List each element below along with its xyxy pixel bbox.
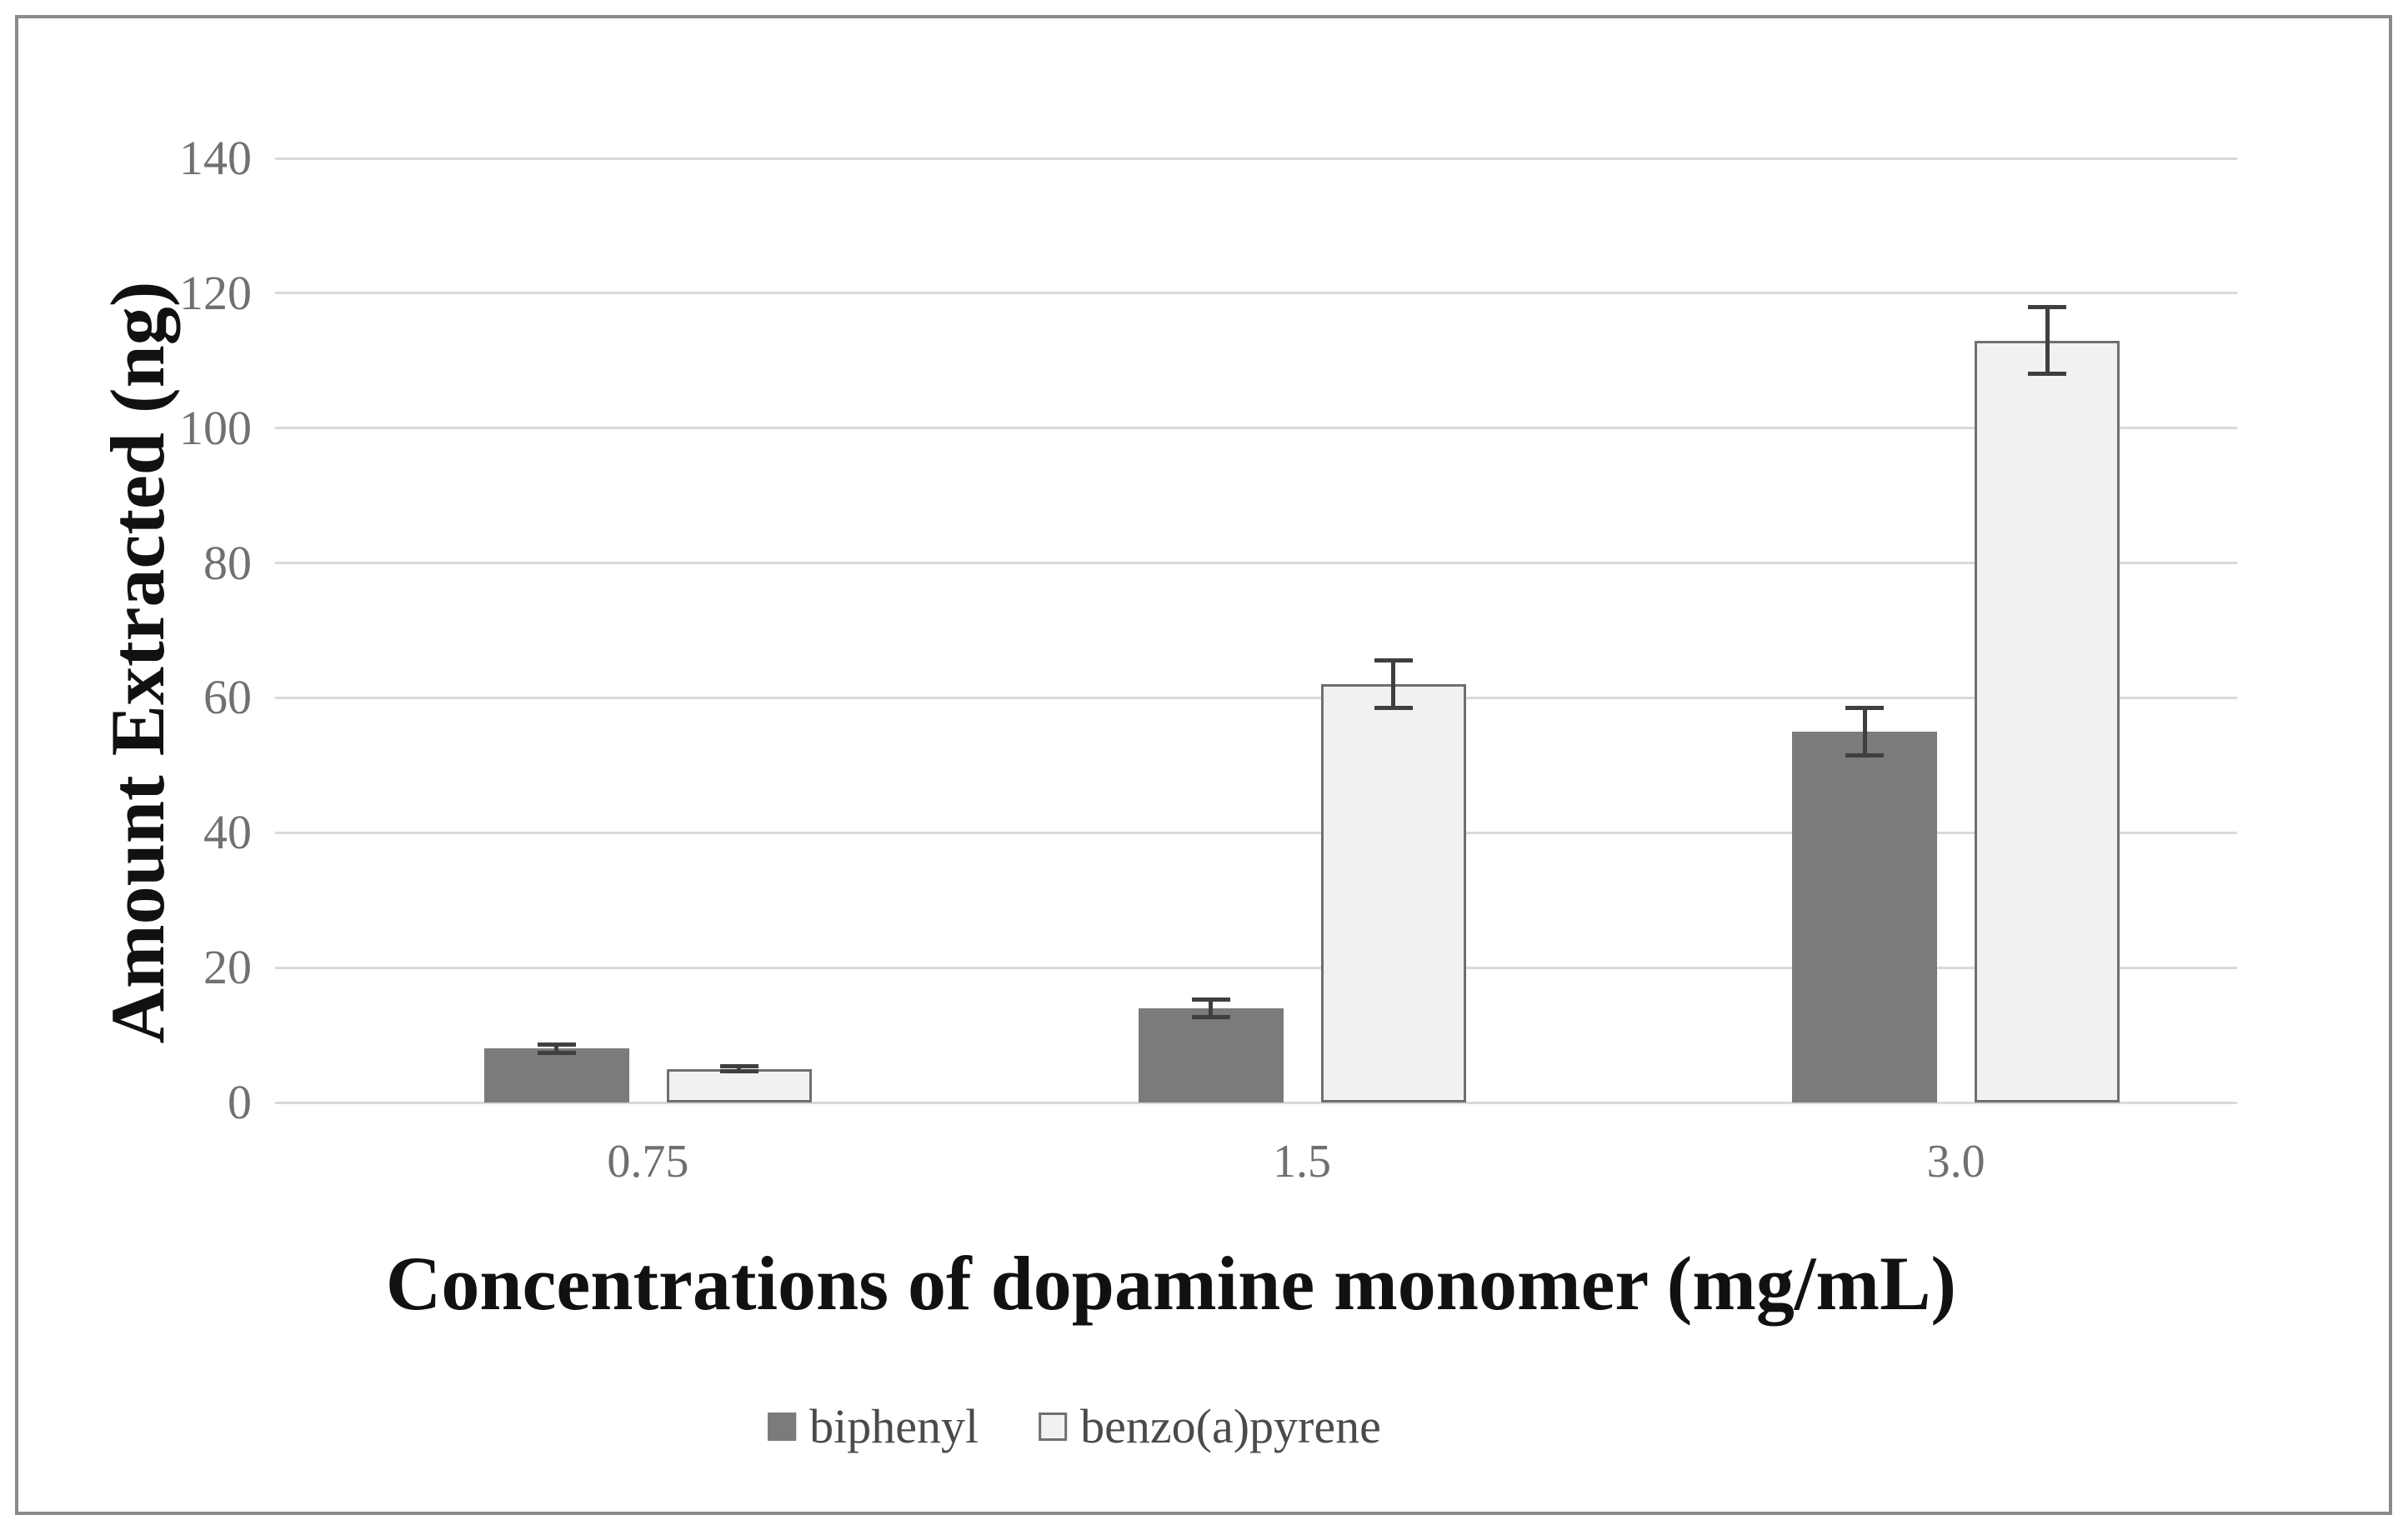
error-cap-top-biphenyl-3.0 — [1845, 706, 1885, 711]
x-axis-line — [275, 1101, 2237, 1104]
error-bar-benzo(a)pyrene-3.0 — [2045, 307, 2050, 374]
y-tick-label-120: 120 — [179, 265, 252, 320]
gridline-40 — [275, 831, 2237, 834]
error-cap-top-benzo(a)pyrene-3.0 — [2028, 304, 2067, 309]
legend-item-biphenyl: biphenyl — [768, 1401, 979, 1452]
error-cap-top-benzo(a)pyrene-0.75 — [719, 1063, 758, 1068]
error-cap-bottom-biphenyl-1.5 — [1191, 1014, 1230, 1019]
error-cap-bottom-benzo(a)pyrene-3.0 — [2028, 372, 2067, 377]
legend: biphenyl benzo(a)pyrene — [768, 1401, 1381, 1452]
y-tick-label-60: 60 — [203, 670, 252, 725]
plot-area — [275, 157, 2237, 1104]
y-tick-label-140: 140 — [179, 131, 252, 185]
y-tick-label-40: 40 — [203, 805, 252, 860]
x-tick-label-0.75: 0.75 — [607, 1136, 689, 1188]
y-tick-label-20: 20 — [203, 940, 252, 995]
legend-item-benzoapyrene: benzo(a)pyrene — [1039, 1401, 1381, 1452]
error-bar-benzo(a)pyrene-0.75 — [737, 1066, 742, 1072]
x-tick-label-3.0: 3.0 — [1926, 1136, 1985, 1188]
gridline-100 — [275, 427, 2237, 430]
error-cap-top-biphenyl-0.75 — [537, 1042, 576, 1047]
x-axis-title: Concentrations of dopamine monomer (mg/m… — [385, 1241, 1957, 1326]
y-tick-label-0: 0 — [228, 1075, 252, 1129]
legend-label-benzoapyrene: benzo(a)pyrene — [1080, 1399, 1381, 1453]
y-axis-tick-labels: 0 20 40 60 80 100 120 140 — [0, 131, 252, 1129]
legend-swatch-biphenyl — [768, 1412, 797, 1441]
error-cap-bottom-biphenyl-3.0 — [1845, 752, 1885, 758]
x-tick-label-1.5: 1.5 — [1273, 1136, 1331, 1188]
error-bar-benzo(a)pyrene-1.5 — [1391, 660, 1395, 708]
y-tick-label-80: 80 — [203, 535, 252, 590]
gridline-140 — [275, 157, 2237, 160]
gridline-20 — [275, 966, 2237, 969]
gridline-80 — [275, 562, 2237, 565]
error-cap-bottom-benzo(a)pyrene-1.5 — [1374, 706, 1413, 711]
legend-swatch-benzoapyrene — [1039, 1412, 1068, 1441]
error-bar-biphenyl-1.5 — [1209, 999, 1213, 1018]
error-cap-top-biphenyl-1.5 — [1191, 997, 1230, 1002]
error-bar-biphenyl-0.75 — [554, 1044, 559, 1053]
bar-benzo(a)pyrene-1.5 — [1320, 684, 1466, 1102]
bar-biphenyl-3.0 — [1792, 731, 1938, 1102]
bar-benzo(a)pyrene-3.0 — [1975, 340, 2120, 1102]
gridline-60 — [275, 696, 2237, 699]
bar-benzo(a)pyrene-0.75 — [666, 1068, 812, 1102]
error-cap-top-benzo(a)pyrene-1.5 — [1374, 658, 1413, 663]
legend-label-biphenyl: biphenyl — [809, 1399, 979, 1453]
error-cap-bottom-biphenyl-0.75 — [537, 1050, 576, 1055]
error-bar-biphenyl-3.0 — [1862, 708, 1867, 756]
gridline-120 — [275, 292, 2237, 295]
y-tick-label-100: 100 — [179, 400, 252, 455]
bar-biphenyl-0.75 — [483, 1048, 629, 1102]
bar-biphenyl-1.5 — [1138, 1008, 1284, 1102]
error-cap-bottom-benzo(a)pyrene-0.75 — [719, 1069, 758, 1074]
